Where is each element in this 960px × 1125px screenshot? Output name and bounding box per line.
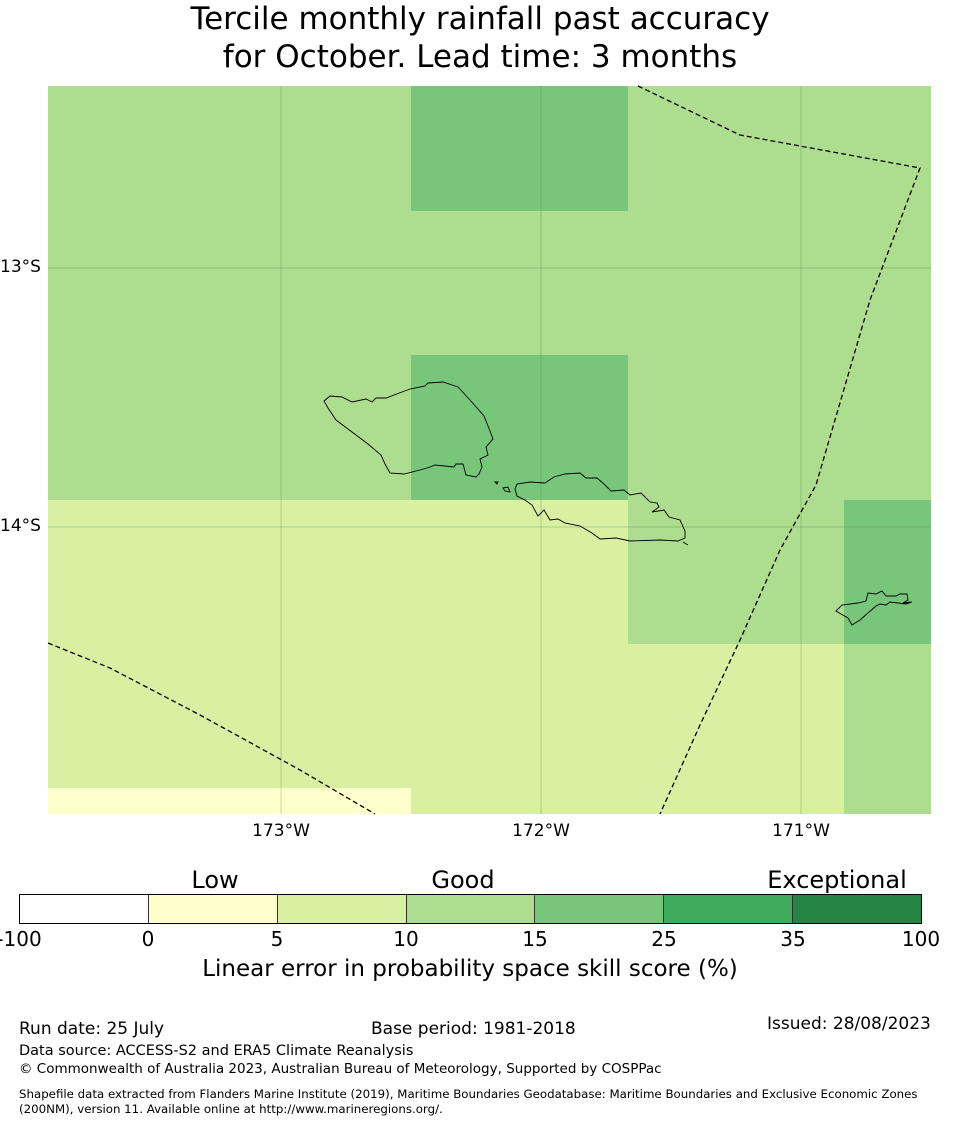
colorbar-segment [148, 895, 278, 923]
colorbar-tick: 0 [141, 927, 155, 951]
colorbar-tick: 25 [651, 927, 677, 951]
issued-date: Issued: 28/08/2023 [767, 1014, 931, 1034]
grid-cell [411, 355, 628, 500]
island-apolima [502, 486, 511, 493]
base-period: Base period: 1981-2018 [371, 1019, 576, 1039]
shapefile-credit-line-2: (200NM), version 11. Available online at… [19, 1102, 443, 1116]
lat-label-14s: 14°S [0, 516, 41, 536]
colorbar [19, 894, 922, 924]
lon-label-172w: 172°W [512, 821, 570, 841]
legend-category-low: Low [191, 866, 239, 894]
eez-boundary-north-east [637, 85, 921, 815]
chart-title-line-1: Tercile monthly rainfall past accuracy [190, 1, 770, 37]
island-tutuila [835, 590, 913, 626]
colorbar-tick: 10 [393, 927, 419, 951]
island-savaii [323, 381, 494, 478]
colorbar-tick: -100 [0, 927, 42, 951]
colorbar-label: Linear error in probability space skill … [202, 956, 738, 982]
eez-boundary-south-west [47, 642, 376, 815]
copyright: © Commonwealth of Australia 2023, Austra… [19, 1061, 662, 1077]
islands [323, 381, 913, 626]
colorbar-tick: 100 [901, 927, 941, 951]
colorbar-tick: 35 [780, 927, 806, 951]
shapefile-credit-line-1: Shapefile data extracted from Flanders M… [19, 1087, 918, 1101]
run-date: Run date: 25 July [19, 1019, 165, 1039]
grid-cell [844, 500, 931, 644]
colorbar-segment [535, 895, 665, 923]
colorbar-segment [277, 895, 407, 923]
colorbar-segment [793, 895, 922, 923]
skill-map [47, 85, 931, 815]
island-upolu-tip [682, 541, 689, 546]
grid-cell [628, 500, 844, 644]
grid-cell [48, 500, 628, 814]
legend-category-exceptional: Exceptional [767, 866, 907, 894]
lon-label-173w: 173°W [252, 821, 310, 841]
island-upolu [514, 472, 686, 542]
grid-cell [844, 644, 931, 814]
colorbar-segment [20, 895, 149, 923]
island-manono [493, 481, 499, 485]
legend-category-good: Good [431, 866, 495, 894]
chart-title-line-2: for October. Lead time: 3 months [222, 39, 738, 75]
colorbar-segment [406, 895, 536, 923]
lat-label-13s: 13°S [0, 257, 41, 277]
graticule [48, 86, 931, 814]
grid-cell [411, 86, 628, 211]
colorbar-segment [664, 895, 794, 923]
skill-grid [48, 86, 931, 814]
data-source: Data source: ACCESS-S2 and ERA5 Climate … [19, 1043, 414, 1059]
grid-cell [48, 788, 411, 814]
grid-cell [628, 644, 844, 814]
colorbar-tick: 15 [522, 927, 548, 951]
lon-label-171w: 171°W [772, 821, 830, 841]
colorbar-tick: 5 [270, 927, 284, 951]
eez-boundaries [47, 85, 921, 815]
